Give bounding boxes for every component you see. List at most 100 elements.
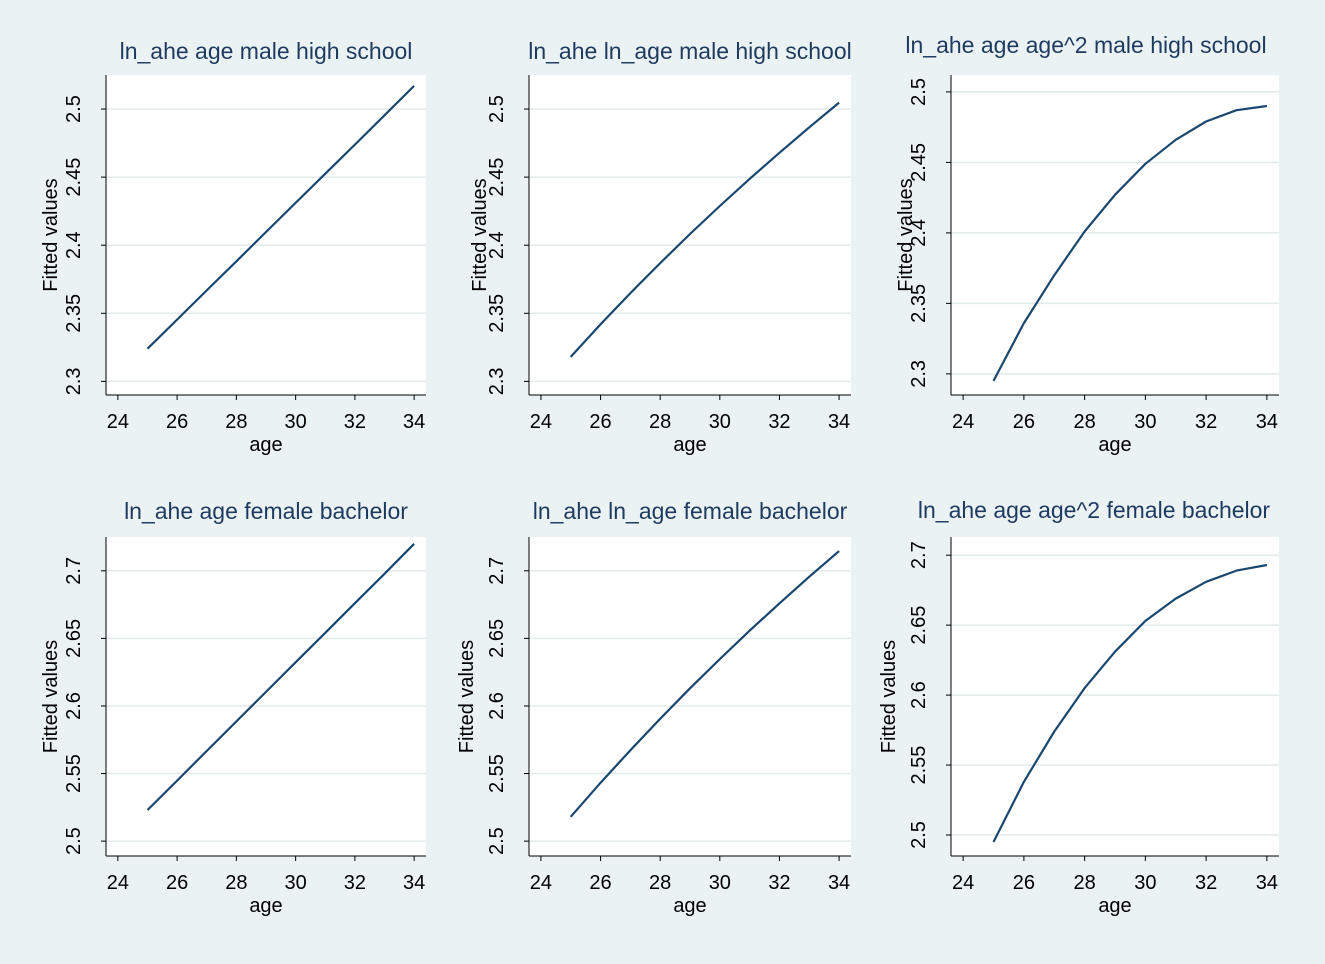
x-tick-label: 24	[107, 872, 129, 894]
x-tick-label: 26	[1013, 872, 1035, 894]
y-tick-label: 2.4	[908, 219, 930, 247]
y-tick-label: 2.5	[63, 827, 85, 855]
x-axis-label: age	[673, 434, 706, 456]
y-tick-label: 2.35	[486, 294, 508, 333]
x-tick-label: 34	[403, 872, 425, 894]
y-tick-label: 2.3	[908, 360, 930, 388]
x-tick-label: 34	[403, 411, 425, 433]
x-tick-label: 32	[1195, 872, 1217, 894]
x-tick-label: 28	[225, 411, 247, 433]
y-tick-label: 2.6	[908, 681, 930, 709]
x-axis-label: age	[249, 895, 282, 917]
x-tick-label: 32	[768, 411, 790, 433]
x-tick-label: 32	[344, 411, 366, 433]
y-axis-label: Fitted values	[895, 178, 917, 291]
fitted-values-line	[569, 101, 840, 358]
y-tick-label: 2.65	[486, 619, 508, 658]
y-tick-label: 2.45	[486, 158, 508, 197]
x-tick-label: 24	[530, 872, 552, 894]
y-tick-label: 2.5	[63, 95, 85, 123]
chart-title: ln_ahe age male high school	[120, 38, 413, 64]
chart-title: ln_ahe ln_age male high school	[528, 38, 852, 64]
fitted-values-line	[146, 85, 415, 350]
y-tick-label: 2.5	[486, 827, 508, 855]
chart-panel-6: 2.5 2.55 2.6 2.65 2.7 24 26 28 30 32 34 ln_ahe age …	[878, 497, 1279, 917]
y-tick-label: 2.5	[486, 95, 508, 123]
y-tick-label: 2.4	[486, 231, 508, 259]
chart-title: ln_ahe age female bachelor	[124, 498, 408, 524]
plot-area	[951, 75, 1279, 395]
fitted-values-line	[992, 104, 1268, 382]
x-tick-label: 26	[589, 872, 611, 894]
chart-panel-4: 2.5 2.55 2.6 2.65 2.7 24 26 28 30 32 34 ln_ahe age …	[40, 498, 426, 917]
y-tick-label: 2.6	[63, 692, 85, 720]
y-tick-label: 2.65	[908, 606, 930, 645]
y-tick-label: 2.5	[908, 821, 930, 849]
x-tick-label: 28	[225, 872, 247, 894]
fitted-values-line	[569, 550, 840, 818]
y-tick-label: 2.7	[486, 557, 508, 585]
x-tick-label: 30	[285, 872, 307, 894]
plot-area	[106, 537, 426, 856]
x-tick-label: 28	[1074, 411, 1096, 433]
y-tick-label: 2.7	[908, 541, 930, 569]
x-tick-label: 32	[1195, 411, 1217, 433]
x-axis-label: age	[673, 895, 706, 917]
x-tick-label: 34	[828, 872, 850, 894]
x-tick-label: 30	[285, 411, 307, 433]
x-tick-label: 24	[952, 411, 974, 433]
x-tick-label: 24	[107, 411, 129, 433]
y-axis-label: Fitted values	[40, 640, 62, 753]
plot-area	[951, 537, 1279, 856]
y-tick-label: 2.3	[486, 367, 508, 395]
x-tick-label: 24	[952, 872, 974, 894]
chart-title: ln_ahe ln_age female bachelor	[533, 498, 848, 524]
y-tick-label: 2.35	[908, 284, 930, 323]
y-axis-label: Fitted values	[40, 178, 62, 291]
x-tick-label: 34	[1256, 411, 1278, 433]
x-tick-label: 28	[649, 872, 671, 894]
y-tick-label: 2.3	[63, 367, 85, 395]
x-tick-label: 26	[1013, 411, 1035, 433]
y-tick-label: 2.55	[908, 746, 930, 785]
x-tick-label: 30	[709, 872, 731, 894]
y-tick-label: 2.45	[63, 158, 85, 197]
y-tick-label: 2.5	[908, 78, 930, 106]
chart-panel-5: 2.5 2.55 2.6 2.65 2.7 24 26 28 30 32 34 ln_ahe ln_a…	[456, 498, 851, 917]
chart-panel-3: 2.3 2.35 2.4 2.45 2.5 24 26 28 30 32 34 ln_ahe age …	[895, 32, 1279, 456]
x-tick-label: 30	[1134, 411, 1156, 433]
fitted-values-line	[992, 563, 1268, 843]
x-tick-label: 26	[589, 411, 611, 433]
chart-title: ln_ahe age age^2 female bachelor	[918, 497, 1271, 523]
y-tick-label: 2.55	[486, 754, 508, 793]
y-axis-label: Fitted values	[469, 178, 491, 291]
x-tick-label: 32	[344, 872, 366, 894]
y-tick-label: 2.45	[908, 143, 930, 182]
x-tick-label: 28	[1074, 872, 1096, 894]
x-tick-label: 30	[1134, 872, 1156, 894]
x-axis-label: age	[1098, 895, 1131, 917]
x-axis-label: age	[249, 434, 282, 456]
x-axis-label: age	[1098, 434, 1131, 456]
y-tick-label: 2.7	[63, 557, 85, 585]
fitted-values-line	[146, 543, 415, 811]
y-tick-label: 2.6	[486, 692, 508, 720]
x-tick-label: 24	[530, 411, 552, 433]
y-tick-label: 2.4	[63, 231, 85, 259]
y-tick-label: 2.35	[63, 294, 85, 333]
x-tick-label: 34	[828, 411, 850, 433]
y-axis-label: Fitted values	[456, 640, 478, 753]
x-tick-label: 26	[166, 411, 188, 433]
chart-panel-2: 2.3 2.35 2.4 2.45 2.5 24 26 28 30 32 34 ln_ahe ln_a…	[469, 38, 852, 456]
x-tick-label: 34	[1256, 872, 1278, 894]
y-axis-label: Fitted values	[878, 640, 900, 753]
x-tick-label: 32	[768, 872, 790, 894]
y-tick-label: 2.55	[63, 754, 85, 793]
y-tick-label: 2.65	[63, 619, 85, 658]
x-tick-label: 30	[709, 411, 731, 433]
x-tick-label: 26	[166, 872, 188, 894]
chart-title: ln_ahe age age^2 male high school	[905, 32, 1266, 58]
x-tick-label: 28	[649, 411, 671, 433]
chart-panel-1: 2.3 2.35 2.4 2.45 2.5 24 26 28 30 32 34 ln_ahe age …	[40, 38, 426, 456]
